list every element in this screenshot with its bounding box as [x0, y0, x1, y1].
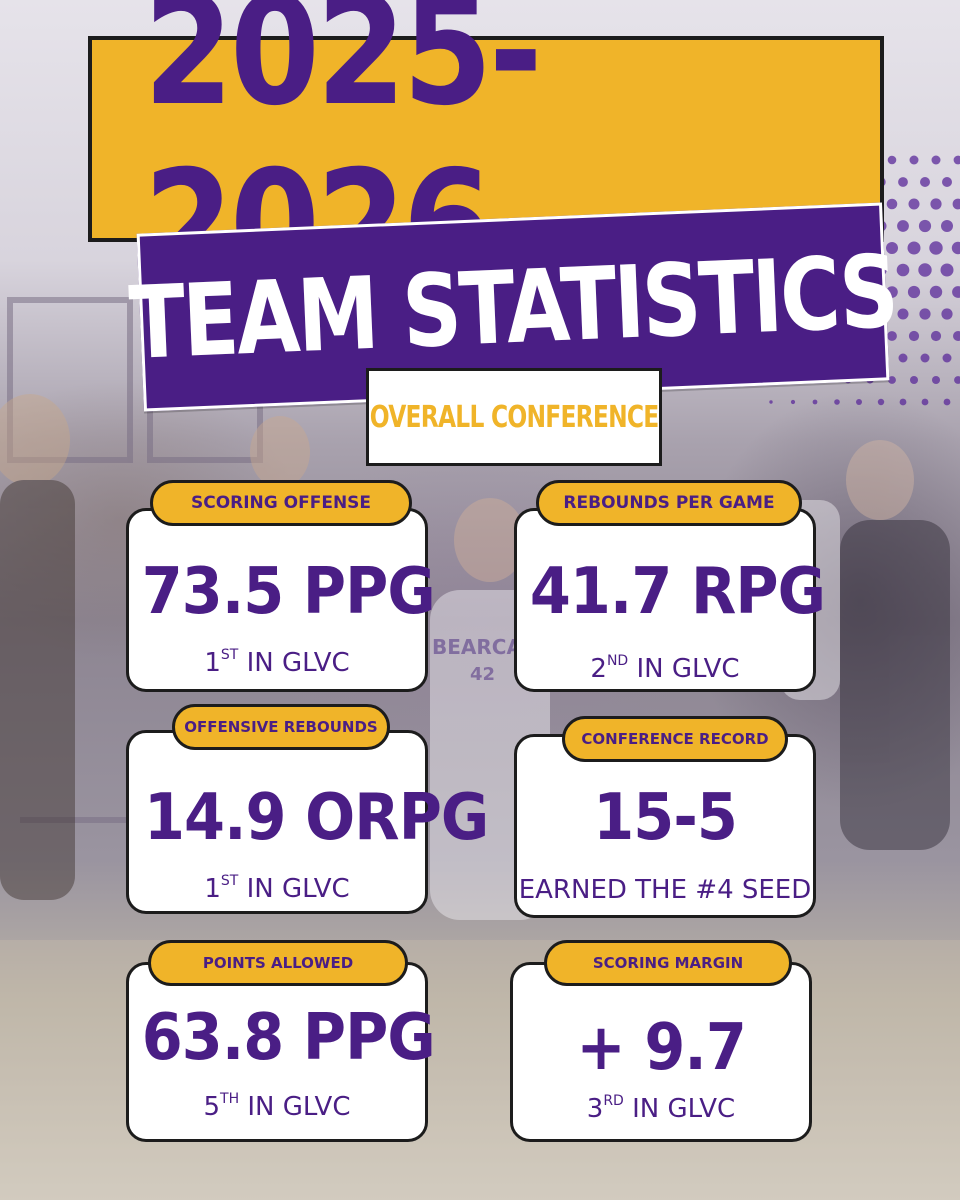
halftone-dot — [940, 263, 954, 277]
stat-value: 14.9 ORPG — [143, 781, 489, 855]
halftone-dot — [907, 285, 921, 299]
subtitle-box: OVERALL CONFERENCE — [366, 368, 662, 466]
stat-rank: 2ND IN GLVC — [590, 653, 740, 684]
halftone-dot — [896, 263, 910, 277]
stat-rank: 1ST IN GLVC — [204, 647, 350, 678]
stat-value: 73.5 PPG — [141, 555, 436, 629]
stat-value: 63.8 PPG — [141, 1001, 436, 1075]
halftone-dot — [877, 398, 885, 406]
halftone-dot — [769, 400, 773, 404]
halftone-dot — [886, 242, 898, 254]
halftone-dot — [943, 398, 951, 406]
stat-rank: 1ST IN GLVC — [204, 873, 350, 904]
halftone-dot — [888, 376, 896, 384]
halftone-dot — [898, 177, 908, 187]
halftone-dot — [898, 353, 908, 363]
halftone-dot — [920, 353, 930, 363]
halftone-dot — [920, 177, 930, 187]
stat-label-offensive-rebounds: OFFENSIVE REBOUNDS — [172, 704, 390, 750]
halftone-dot — [921, 398, 929, 406]
halftone-dot — [953, 155, 960, 165]
halftone-dot — [908, 330, 920, 342]
halftone-dot — [931, 155, 941, 165]
stat-rank: 5TH IN GLVC — [203, 1091, 351, 1122]
halftone-dot — [942, 353, 952, 363]
subtitle: OVERALL CONFERENCE — [369, 399, 660, 435]
stat-card-conference-record: 15-5 EARNED THE #4 SEED — [514, 734, 816, 918]
halftone-dot — [910, 376, 918, 384]
halftone-dot — [930, 330, 942, 342]
stat-card-points-allowed: 63.8 PPG 5TH IN GLVC — [126, 962, 436, 1142]
stat-label-rebounds-per-game: REBOUNDS PER GAME — [536, 480, 802, 526]
jersey-number: 42 — [470, 664, 495, 685]
stat-note: EARNED THE #4 SEED — [518, 875, 812, 905]
halftone-dot — [952, 286, 960, 298]
halftone-dot — [941, 220, 953, 232]
halftone-dot — [919, 308, 931, 320]
halftone-dot — [887, 331, 897, 341]
halftone-dot — [887, 155, 897, 165]
halftone-dot — [929, 285, 943, 299]
stat-value: 41.7 RPG — [529, 555, 826, 629]
stat-label-scoring-offense: SCORING OFFENSE — [150, 480, 412, 526]
halftone-dot — [886, 286, 898, 298]
stat-card-offensive-rebounds: 14.9 ORPG 1ST IN GLVC — [126, 730, 489, 914]
halftone-dot — [897, 308, 909, 320]
halftone-dot — [951, 241, 960, 255]
stat-card-scoring-offense: 73.5 PPG 1ST IN GLVC — [126, 508, 436, 692]
stat-card-scoring-margin: + 9.7 3RD IN GLVC — [510, 962, 812, 1142]
halftone-dot — [918, 263, 932, 277]
stat-rank: 3RD IN GLVC — [586, 1093, 736, 1124]
stat-label-points-allowed: POINTS ALLOWED — [148, 940, 408, 986]
halftone-dot — [897, 220, 909, 232]
halftone-dot — [908, 198, 920, 210]
halftone-dot — [953, 331, 960, 341]
halftone-dot — [918, 219, 932, 233]
halftone-dot — [929, 241, 943, 255]
halftone-dot — [952, 198, 960, 210]
halftone-dot — [942, 177, 952, 187]
halftone-dot — [941, 308, 953, 320]
halftone-dot — [907, 241, 921, 255]
stat-card-rebounds-per-game: 41.7 RPG 2ND IN GLVC — [514, 508, 826, 692]
halftone-dot — [790, 399, 796, 405]
halftone-dot — [899, 398, 907, 406]
page-title-text: TEAM STATISTICS — [127, 232, 899, 382]
halftone-dot — [954, 376, 960, 384]
halftone-dot — [812, 399, 818, 405]
halftone-dot — [930, 198, 942, 210]
halftone-dot — [886, 198, 898, 210]
stat-label-scoring-margin: SCORING MARGIN — [544, 940, 792, 986]
halftone-dot — [834, 399, 840, 405]
stat-value: + 9.7 — [576, 1011, 746, 1085]
stat-label-conference-record: CONFERENCE RECORD — [562, 716, 788, 762]
halftone-dot — [856, 399, 862, 405]
halftone-dot — [932, 376, 940, 384]
stat-value: 15-5 — [593, 781, 738, 855]
halftone-dot — [909, 155, 919, 165]
